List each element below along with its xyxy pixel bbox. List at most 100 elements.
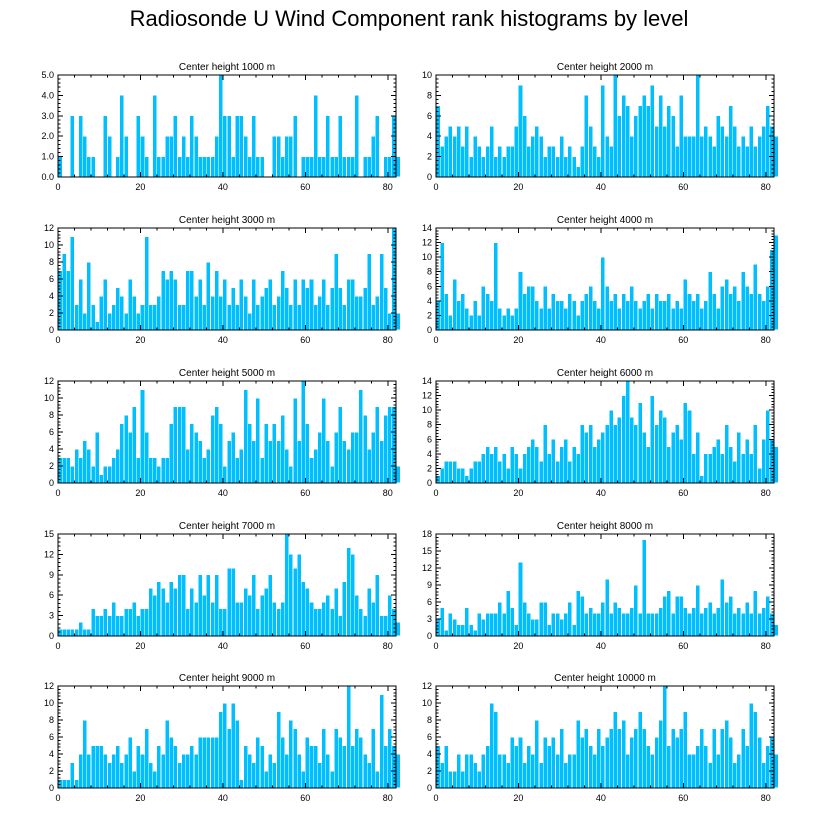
x-tick-label: 0 — [433, 793, 438, 803]
histogram-bar — [230, 431, 236, 484]
histogram-bar — [567, 146, 573, 178]
main-title: Radiosonde U Wind Component rank histogr… — [129, 6, 689, 31]
histogram-bar — [65, 270, 71, 331]
histogram-bar — [666, 105, 672, 178]
histogram-bar — [168, 423, 174, 484]
x-tick-label: 0 — [433, 335, 438, 345]
histogram-bar — [633, 115, 639, 178]
histogram-bar — [251, 440, 257, 484]
histogram-bar — [728, 293, 734, 331]
histogram-bar — [222, 115, 228, 178]
histogram-bar — [724, 135, 729, 178]
histogram-bar — [740, 271, 746, 331]
histogram-bar — [123, 753, 129, 789]
histogram-bar — [584, 613, 589, 637]
y-tick-label: 0 — [49, 478, 54, 488]
histogram-bar — [156, 465, 162, 484]
histogram-bar — [703, 300, 709, 331]
y-tick-label: 10 — [44, 240, 54, 250]
histogram-bar — [140, 608, 145, 637]
histogram-bar — [366, 156, 372, 178]
histogram-bar — [530, 438, 536, 484]
histogram-bar — [526, 613, 532, 637]
histogram-bar — [94, 615, 100, 637]
histogram-bar — [259, 457, 265, 484]
histogram-bar — [317, 156, 323, 178]
histogram-bar — [699, 475, 705, 484]
histogram-bar — [608, 728, 614, 789]
y-tick-label: 10 — [422, 698, 432, 708]
histogram-bar — [497, 753, 503, 789]
y-tick-label: 0 — [49, 325, 54, 335]
histogram-bar — [604, 285, 610, 331]
histogram-bar — [173, 745, 178, 789]
histogram-bar — [530, 285, 536, 331]
histogram-bar — [476, 146, 482, 178]
x-tick-label: 0 — [433, 182, 438, 192]
y-tick-label: 12 — [44, 223, 54, 233]
y-tick-label: 8 — [49, 715, 54, 725]
histogram-bar — [740, 453, 746, 484]
histogram-bar — [131, 406, 137, 484]
histogram-bar — [346, 156, 351, 178]
histogram-bar — [284, 753, 290, 789]
histogram-bar — [567, 460, 573, 484]
histogram-bar — [464, 753, 470, 789]
histogram-bar — [156, 581, 162, 637]
histogram-bar — [276, 135, 281, 178]
histogram-bar — [214, 270, 220, 331]
histogram-bar — [654, 125, 659, 178]
histogram-bar — [476, 770, 482, 789]
x-tick-label: 60 — [678, 335, 688, 345]
histogram-bar — [263, 770, 269, 789]
y-tick-label: 0 — [49, 783, 54, 793]
histogram-bar — [645, 613, 651, 637]
histogram-bar — [452, 278, 457, 331]
histogram-bar — [674, 736, 680, 789]
histogram-bar — [641, 95, 647, 178]
x-tick-label: 0 — [433, 488, 438, 498]
histogram-bar — [612, 74, 618, 178]
histogram-bar — [460, 146, 466, 178]
histogram-bar — [637, 105, 643, 178]
histogram-bar — [650, 395, 655, 484]
histogram-bar — [753, 264, 758, 331]
x-tick-label: 60 — [300, 335, 310, 345]
histogram-bar — [123, 135, 129, 178]
histogram-bar — [761, 125, 767, 178]
histogram-bar — [765, 285, 771, 331]
histogram-bar — [612, 711, 618, 789]
histogram-bar — [181, 574, 187, 637]
histogram-bar — [757, 613, 762, 637]
histogram-bar — [218, 295, 224, 331]
histogram-bar — [103, 465, 108, 484]
histogram-bar — [448, 315, 453, 331]
histogram-bar — [514, 624, 519, 637]
histogram-bar — [761, 607, 767, 637]
histogram-bar — [687, 753, 692, 789]
x-tick-label: 40 — [218, 793, 228, 803]
histogram-bar — [61, 457, 67, 484]
histogram-bar — [674, 424, 680, 484]
histogram-bar — [152, 304, 158, 331]
histogram-bar — [538, 307, 544, 331]
histogram-bar — [284, 533, 290, 637]
histogram-bar — [313, 95, 318, 178]
histogram-bar — [362, 287, 368, 331]
histogram-bar — [588, 125, 593, 178]
histogram-bar — [592, 146, 598, 178]
x-tick-label: 60 — [678, 793, 688, 803]
histogram-bar — [546, 745, 552, 789]
histogram-bar — [107, 135, 112, 178]
histogram-bar — [222, 465, 228, 484]
y-tick-label: 8 — [427, 420, 432, 430]
histogram-bar — [662, 125, 668, 178]
histogram-bar — [497, 307, 503, 331]
histogram-bar — [670, 728, 676, 789]
histogram-bar — [259, 156, 265, 178]
histogram-bar — [226, 304, 232, 331]
x-tick-label: 80 — [383, 335, 393, 345]
histogram-bar — [612, 601, 618, 637]
histogram-panel: Center height 2000 m 0 2 4 6 8 10 0 20 40 60 80 — [422, 62, 779, 192]
histogram-bar — [342, 581, 347, 637]
